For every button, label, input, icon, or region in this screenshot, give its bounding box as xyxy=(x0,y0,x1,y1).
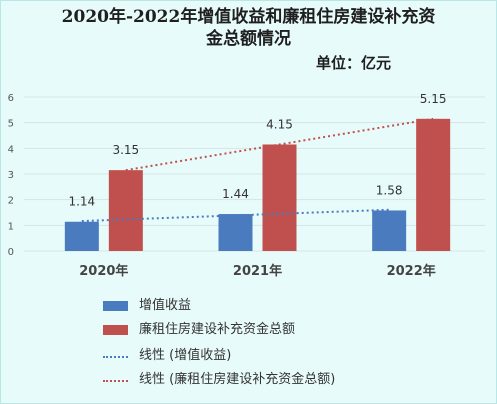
y-tick-label: 5 xyxy=(8,119,14,130)
chart-title-line-2: 金总额情况 xyxy=(206,29,291,49)
data-label: 3.15 xyxy=(112,143,139,157)
legend-label-series-2: 廉租住房建设补充资金总额 xyxy=(139,322,296,337)
bar-housing-fund-3 xyxy=(416,118,451,251)
legend-item-trend-1: 线性 (增值收益) xyxy=(103,346,423,368)
chart-title-line-1: 2020年-2022年增值收益和廉租住房建设补充资 xyxy=(61,7,436,27)
legend-item-series-1: 增值收益 xyxy=(103,296,423,318)
y-tick-label: 4 xyxy=(8,144,14,155)
legend-item-trend-2: 线性 (廉租住房建设补充资金总额) xyxy=(103,370,423,392)
bar-housing-fund-1 xyxy=(108,170,143,251)
data-label: 1.14 xyxy=(68,195,95,209)
data-label: 1.58 xyxy=(376,183,403,197)
legend-swatch-series-2 xyxy=(103,325,128,335)
x-category-label: 2020年 xyxy=(79,263,128,279)
legend-label-trend-1: 线性 (增值收益) xyxy=(139,348,232,363)
x-category-label: 2021年 xyxy=(233,263,282,279)
y-tick-label: 2 xyxy=(8,196,14,207)
legend-label-series-1: 增值收益 xyxy=(139,298,192,313)
bar-housing-fund-2 xyxy=(262,144,297,251)
legend-line-trend-2 xyxy=(103,380,128,382)
y-tick-label: 3 xyxy=(8,170,14,181)
legend-label-trend-2: 线性 (廉租住房建设补充资金总额) xyxy=(139,372,336,387)
bar-value-added-2 xyxy=(218,214,253,251)
unit-label: 单位：亿元 xyxy=(316,54,392,72)
data-label: 1.44 xyxy=(222,187,249,201)
y-tick-label: 6 xyxy=(8,93,14,104)
data-label: 5.15 xyxy=(420,92,447,106)
x-category-label: 2022年 xyxy=(387,263,436,279)
y-tick-label: 0 xyxy=(8,247,14,258)
legend-line-trend-1 xyxy=(103,356,128,358)
trendline-2 xyxy=(125,117,434,172)
bar-value-added-3 xyxy=(372,210,407,251)
legend-swatch-series-1 xyxy=(103,301,128,311)
trendline-1 xyxy=(81,208,390,223)
y-tick-label: 1 xyxy=(8,221,14,232)
data-label: 4.15 xyxy=(266,117,293,131)
legend-item-series-2: 廉租住房建设补充资金总额 xyxy=(103,320,423,342)
bar-value-added-1 xyxy=(64,221,99,251)
